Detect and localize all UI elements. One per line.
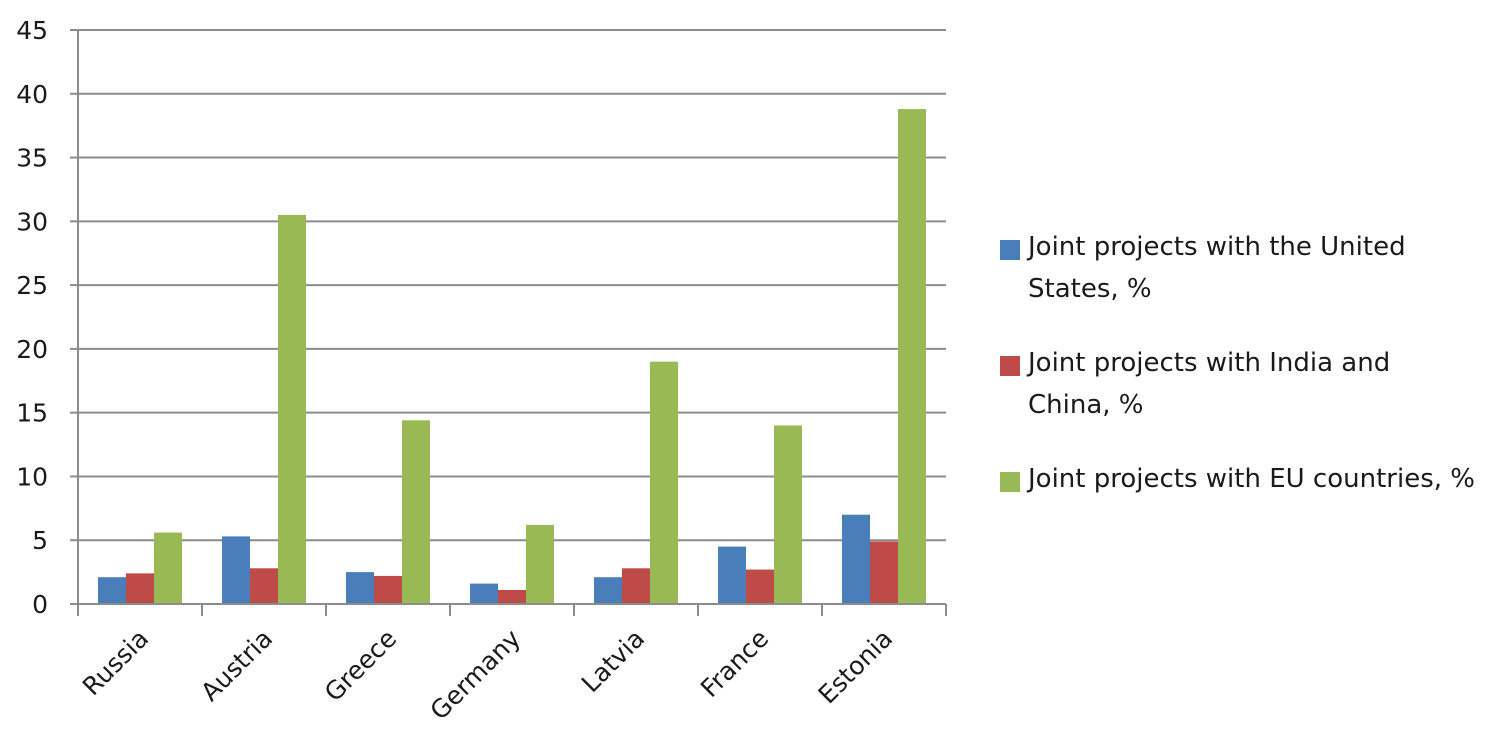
bar-india-china-france: [746, 569, 774, 604]
bar-united-states-estonia: [842, 514, 870, 604]
bar-eu-countries-greece: [402, 420, 430, 604]
legend-item-eu-countries: Joint projects with EU countries, %: [1000, 458, 1480, 500]
y-tick-label: 30: [16, 207, 48, 236]
y-tick-label: 10: [16, 462, 48, 491]
bar-eu-countries-estonia: [898, 109, 926, 604]
x-category-labels: Russia Austria Greece Germany Latvia France Es…: [77, 624, 898, 726]
bar-india-china-austria: [250, 568, 278, 604]
axes: [70, 29, 947, 616]
legend-item-india-china: Joint projects with India and China, %: [1000, 342, 1480, 426]
legend-swatch-eu-countries: [1000, 472, 1020, 492]
x-category-label: Russia: [77, 624, 154, 701]
y-tick-label: 25: [16, 271, 48, 300]
legend-label-eu-countries: Joint projects with EU countries, %: [1028, 464, 1475, 494]
bar-india-china-latvia: [622, 568, 650, 604]
legend-label-united-states: Joint projects with the United States, %: [1028, 232, 1406, 304]
bar-india-china-greece: [374, 575, 402, 604]
legend-swatch-united-states: [1000, 240, 1020, 260]
bar-eu-countries-austria: [278, 214, 306, 604]
y-tick-labels: 0 5 10 15 20 25 30 35 40 45: [16, 16, 48, 619]
bar-eu-countries-germany: [526, 524, 554, 604]
legend-item-united-states: Joint projects with the United States, %: [1000, 226, 1480, 310]
y-tick-label: 15: [16, 399, 48, 428]
y-tick-label: 35: [16, 144, 48, 173]
legend: Joint projects with the United States, %…: [1000, 226, 1480, 532]
x-category-label: Latvia: [576, 624, 650, 698]
bar-eu-countries-russia: [154, 532, 182, 604]
y-tick-label: 0: [32, 590, 48, 619]
bar-eu-countries-latvia: [650, 361, 678, 604]
bar-united-states-austria: [222, 536, 250, 604]
y-tick-label: 45: [16, 16, 48, 45]
bar-united-states-russia: [98, 577, 126, 604]
y-tick-label: 40: [16, 80, 48, 109]
y-tick-label: 5: [32, 526, 48, 555]
x-category-label: Austria: [195, 624, 278, 707]
bar-eu-countries-france: [774, 425, 802, 604]
x-category-label: Germany: [424, 624, 526, 726]
legend-swatch-india-china: [1000, 356, 1020, 376]
x-category-label: Greece: [319, 624, 402, 707]
x-category-label: Estonia: [813, 624, 899, 710]
gridlines: [78, 29, 946, 542]
bar-united-states-germany: [470, 583, 498, 604]
bar-india-china-germany: [498, 589, 526, 604]
bar-india-china-estonia: [870, 541, 898, 604]
y-tick-label: 20: [16, 335, 48, 364]
x-category-label: France: [695, 624, 774, 703]
bar-india-china-russia: [126, 573, 154, 604]
bar-united-states-france: [718, 546, 746, 604]
bars: [98, 109, 926, 604]
bar-united-states-latvia: [594, 577, 622, 604]
legend-label-india-china: Joint projects with India and China, %: [1028, 348, 1391, 420]
bar-united-states-greece: [346, 572, 374, 604]
